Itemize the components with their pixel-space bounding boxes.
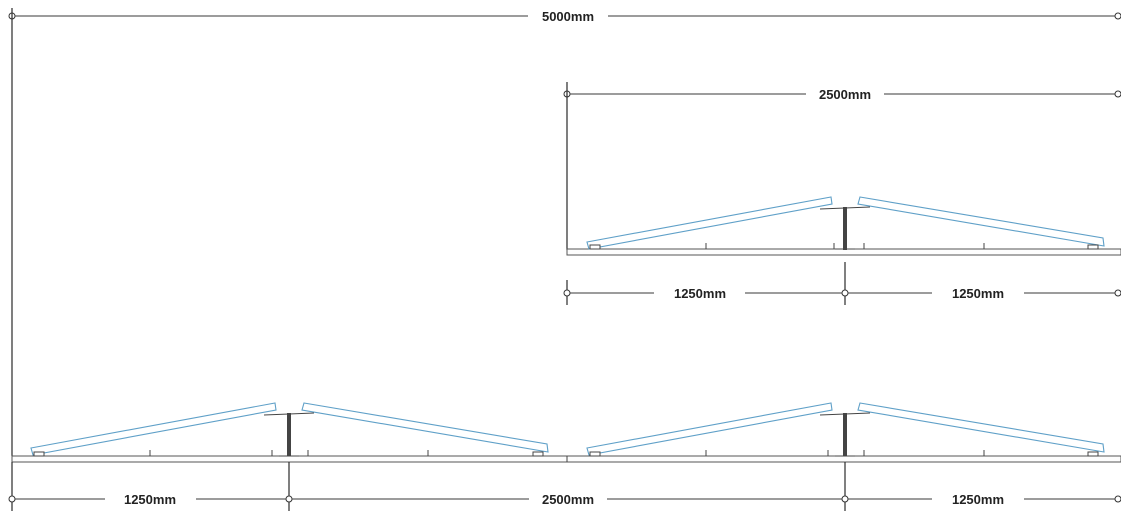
inset-half-node-right [1114,289,1121,297]
overall-dim-label: 5000mm [542,9,594,24]
right-assembly-left-panel [586,402,833,456]
left-assembly-left-panel [30,402,277,456]
bottom-node-center-right [841,495,849,503]
inset-dim-node-right [1114,90,1121,98]
overall-dim-node-right [1114,12,1121,20]
inset-half-node-left [563,289,571,297]
inset-half-left-label: 1250mm [674,286,726,301]
right-assembly-left-foot [589,451,601,457]
right-assembly-right-foot [1087,451,1099,457]
left-roof-assembly [30,402,549,457]
inset-half-right-label: 1250mm [952,286,1004,301]
right-roof-assembly [586,402,1105,457]
right-assembly-center-post [843,413,847,456]
bottom-left-label: 1250mm [124,492,176,507]
left-assembly-left-foot [33,451,45,457]
right-assembly-right-panel [857,402,1105,453]
inset-span-dimension: 2500mm [563,87,1121,102]
inset-left-panel [586,196,833,250]
inset-right-foot [1087,244,1099,250]
inset-half-node-center [841,289,849,297]
inset-roof-assembly [566,196,1121,256]
bottom-node-center-left [285,495,293,503]
inset-span-label: 2500mm [819,87,871,102]
bottom-node-left [8,495,16,503]
overall-dimension: 5000mm [8,9,1121,24]
inset-left-foot [589,244,601,250]
left-assembly-right-panel [301,402,549,453]
bottom-middle-label: 2500mm [542,492,594,507]
bottom-node-right [1114,495,1121,503]
left-assembly-center-post [287,413,291,456]
inset-right-panel [857,196,1105,247]
left-assembly-right-foot [532,451,544,457]
bottom-right-label: 1250mm [952,492,1004,507]
inset-half-dimensions: 1250mm 1250mm [563,262,1121,305]
inset-center-post [843,207,847,250]
bottom-dimensions: 1250mm 2500mm 1250mm [8,462,1121,511]
